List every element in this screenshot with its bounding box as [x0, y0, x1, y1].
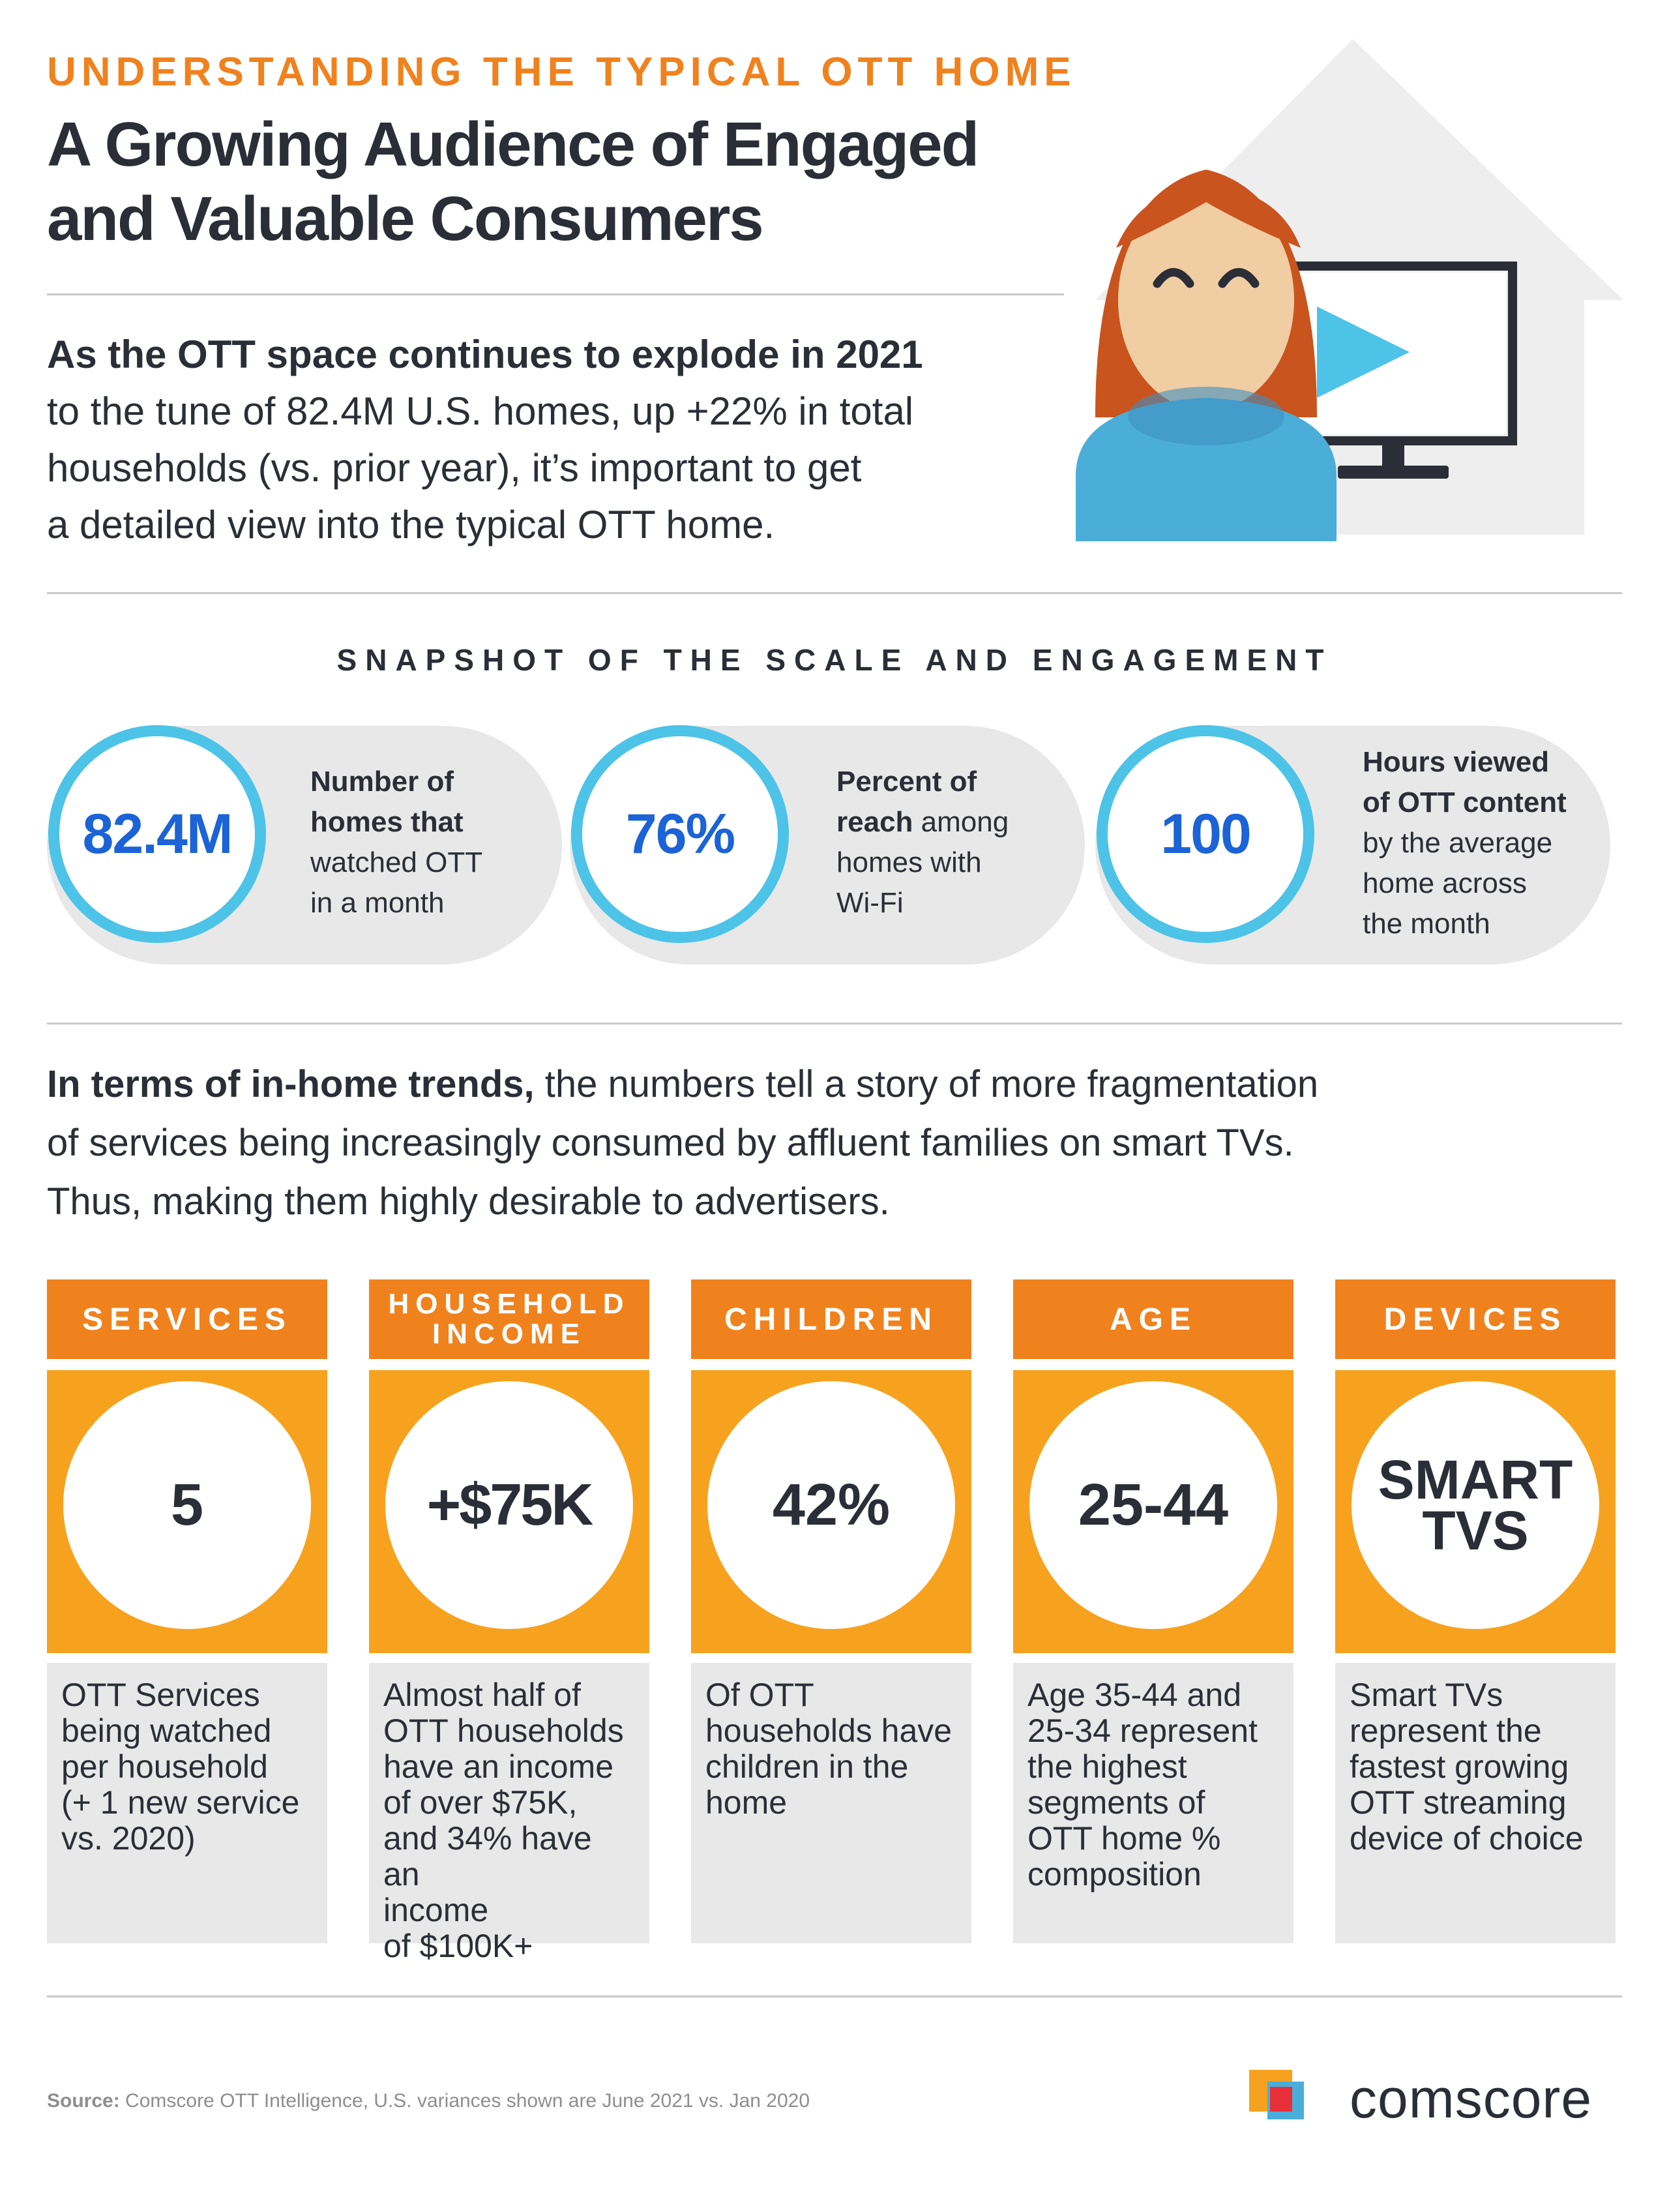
- trends-paragraph: In terms of in-home trends, the numbers …: [47, 1055, 1625, 1231]
- trends-line3: Thus, making them highly desirable to ad…: [47, 1180, 890, 1223]
- eyebrow-title: UNDERSTANDING THE TYPICAL OTT HOME: [47, 50, 1076, 95]
- house-illustration: [1076, 39, 1623, 541]
- brand-wordmark: comscore: [1350, 2068, 1593, 2129]
- column-value-children: 42%: [707, 1381, 955, 1629]
- stat-label-homes: Number of homes that watched OTT in a mo…: [310, 766, 483, 919]
- trends-bold: In terms of in-home trends,: [47, 1063, 535, 1105]
- tv-play-icon: [1286, 262, 1517, 479]
- column-heading-age: AGE: [1013, 1279, 1293, 1359]
- intro-line2: to the tune of 82.4M U.S. homes, up +22%…: [47, 389, 914, 433]
- page-title: A Growing Audience of Engaged and Valuab…: [47, 108, 1064, 256]
- column-heading-devices: DEVICES: [1335, 1279, 1616, 1359]
- column-panel-children: 42%: [691, 1370, 971, 1653]
- page-title-line1: A Growing Audience of Engaged: [47, 110, 979, 179]
- stat-label-hours: Hours viewed of OTT content by the avera…: [1363, 746, 1567, 940]
- column-panel-age: 25-44: [1013, 1370, 1293, 1653]
- column-panel-devices: SMART TVS: [1335, 1370, 1616, 1653]
- source-note: Source: Comscore OTT Intelligence, U.S. …: [47, 2090, 810, 2112]
- column-desc-services: OTT Services being watched per household…: [47, 1663, 327, 1943]
- column-value-services: 5: [63, 1381, 311, 1629]
- stat-value-hours: 100: [1097, 725, 1314, 943]
- column-desc-devices: Smart TVs represent the fastest growing …: [1335, 1663, 1616, 1943]
- intro-line4: a detailed view into the typical OTT hom…: [47, 503, 775, 546]
- stat-label-reach: Percent of reach among homes with Wi-Fi: [836, 766, 1009, 919]
- trends-line1-rest: the numbers tell a story of more fragmen…: [534, 1063, 1319, 1105]
- column-heading-services: SERVICES: [47, 1279, 327, 1359]
- comscore-logo-icon: [1249, 2070, 1304, 2119]
- divider: [47, 293, 1064, 295]
- column-desc-children: Of OTT households have children in the h…: [691, 1663, 971, 1943]
- trends-line2: of services being increasingly consumed …: [47, 1122, 1294, 1164]
- intro-paragraph: As the OTT space continues to explode in…: [47, 326, 1064, 553]
- person-illustration: [1076, 170, 1337, 541]
- divider: [47, 1995, 1622, 1997]
- column-panel-income: +$75K: [369, 1370, 649, 1653]
- column-desc-age: Age 35-44 and 25-34 represent the highes…: [1013, 1663, 1293, 1943]
- divider: [47, 592, 1622, 594]
- column-value-devices: SMART TVS: [1351, 1381, 1599, 1629]
- column-heading-income: HOUSEHOLD INCOME: [369, 1279, 649, 1359]
- stat-value-homes: 82.4M: [48, 725, 266, 943]
- column-desc-income: Almost half of OTT households have an in…: [369, 1663, 649, 1964]
- page-title-line2: and Valuable Consumers: [47, 184, 764, 254]
- divider: [47, 1023, 1622, 1024]
- snapshot-heading: SNAPSHOT OF THE SCALE AND ENGAGEMENT: [336, 643, 1333, 677]
- column-value-age: 25-44: [1029, 1381, 1277, 1629]
- stat-value-reach: 76%: [571, 725, 789, 943]
- column-heading-children: CHILDREN: [691, 1279, 971, 1359]
- column-value-income: +$75K: [385, 1381, 633, 1629]
- intro-bold: As the OTT space continues to explode in…: [47, 333, 923, 376]
- column-panel-services: 5: [47, 1370, 327, 1653]
- intro-line3: households (vs. prior year), it’s import…: [47, 446, 862, 490]
